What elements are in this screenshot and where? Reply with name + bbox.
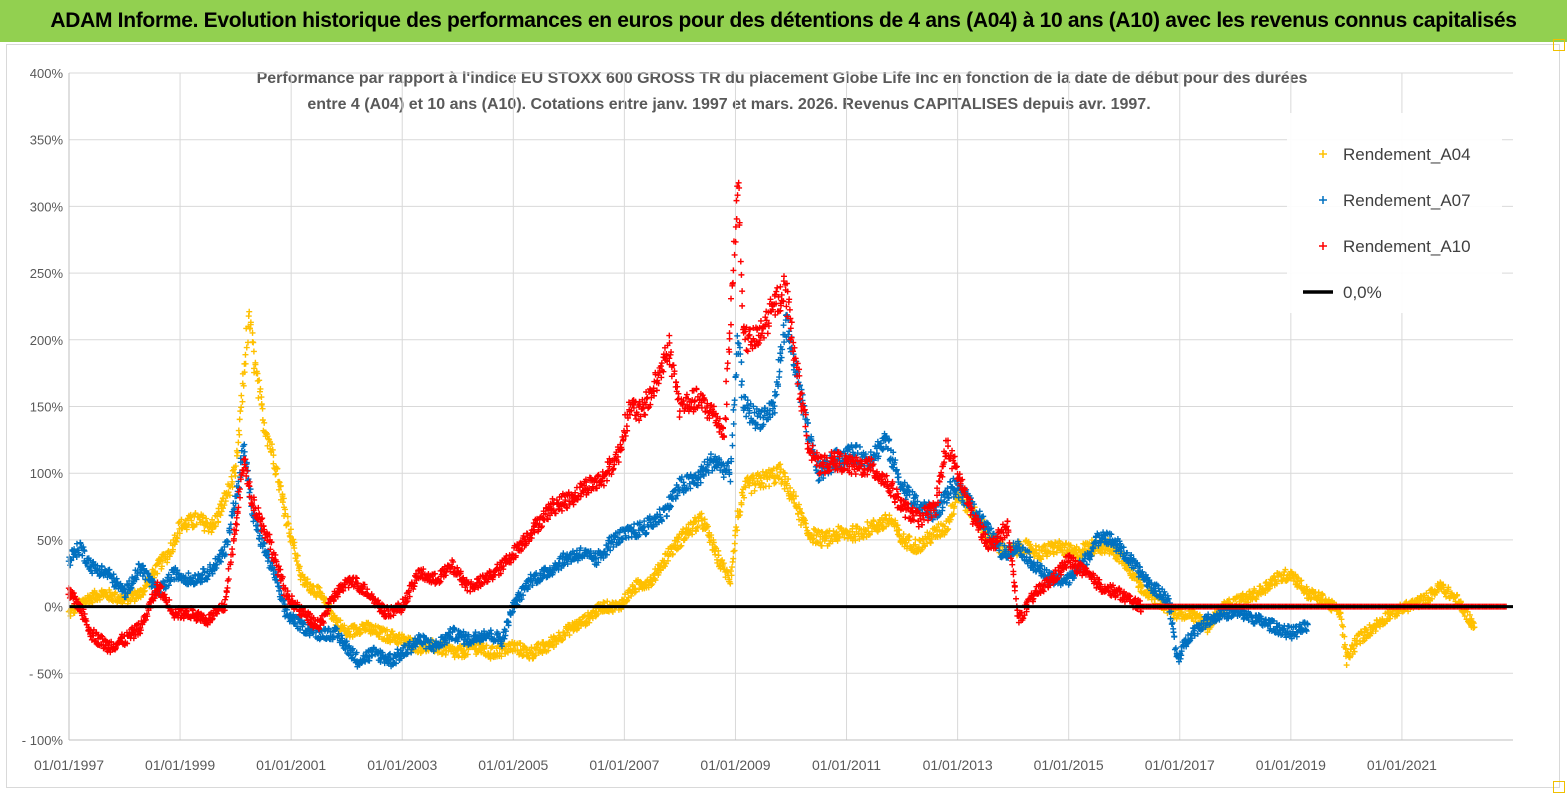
point-rendement-a07 [242,449,248,455]
point-rendement-a04 [864,519,870,525]
point-rendement-a04 [236,432,242,438]
point-rendement-a07 [736,341,742,347]
report-title: ADAM Informe. Evolution historique des p… [50,9,1516,33]
point-rendement-a04 [773,479,779,485]
point-rendement-a04 [294,558,300,564]
point-rendement-a04 [260,417,266,423]
point-rendement-a04 [729,564,735,570]
point-rendement-a04 [237,408,243,414]
point-rendement-a04 [229,474,235,480]
point-rendement-a07 [1170,626,1176,632]
point-rendement-a07 [394,646,400,652]
point-rendement-a04 [242,352,248,358]
point-rendement-a04 [272,472,278,478]
point-rendement-a07 [727,479,733,485]
point-rendement-a04 [255,395,261,401]
point-rendement-a04 [732,548,738,554]
point-rendement-a04 [243,361,249,367]
point-rendement-a07 [777,369,783,375]
point-rendement-a04 [238,404,244,410]
point-rendement-a04 [239,399,245,405]
point-rendement-a04 [732,532,738,538]
point-rendement-a07 [631,521,637,527]
point-rendement-a07 [732,397,738,403]
point-rendement-a04 [250,340,256,346]
point-rendement-a04 [733,524,739,530]
report-header: ADAM Informe. Evolution historique des p… [0,0,1567,42]
point-rendement-a04 [201,528,207,534]
point-rendement-a04 [258,394,264,400]
point-rendement-a04 [251,348,257,354]
point-rendement-a04 [261,420,267,426]
chart-title-line2: entre 4 (A04) et 10 ans (A10). Cotations… [307,96,1150,113]
point-rendement-a04 [1344,662,1350,668]
point-rendement-a07 [664,513,670,519]
point-rendement-a04 [244,345,250,351]
point-rendement-a07 [739,378,745,384]
point-rendement-a04 [270,461,276,467]
point-rendement-a07 [738,359,744,365]
point-rendement-a04 [237,416,243,422]
point-rendement-a07 [947,479,953,485]
point-rendement-a04 [235,439,241,445]
point-rendement-a04 [232,473,238,479]
point-rendement-a04 [246,313,252,319]
point-rendement-a07 [729,443,735,449]
point-rendement-a04 [732,541,738,547]
point-rendement-a07 [729,432,735,438]
point-rendement-a04 [928,540,934,546]
chart-area: Performance par rapport à l'indice EU ST… [6,44,1560,788]
point-rendement-a07 [1171,634,1177,640]
point-rendement-a04 [238,393,244,399]
point-rendement-a04 [256,377,262,383]
point-rendement-a04 [315,584,321,590]
performance-scatter-chart: Performance par rapport à l'indice EU ST… [7,45,1561,789]
